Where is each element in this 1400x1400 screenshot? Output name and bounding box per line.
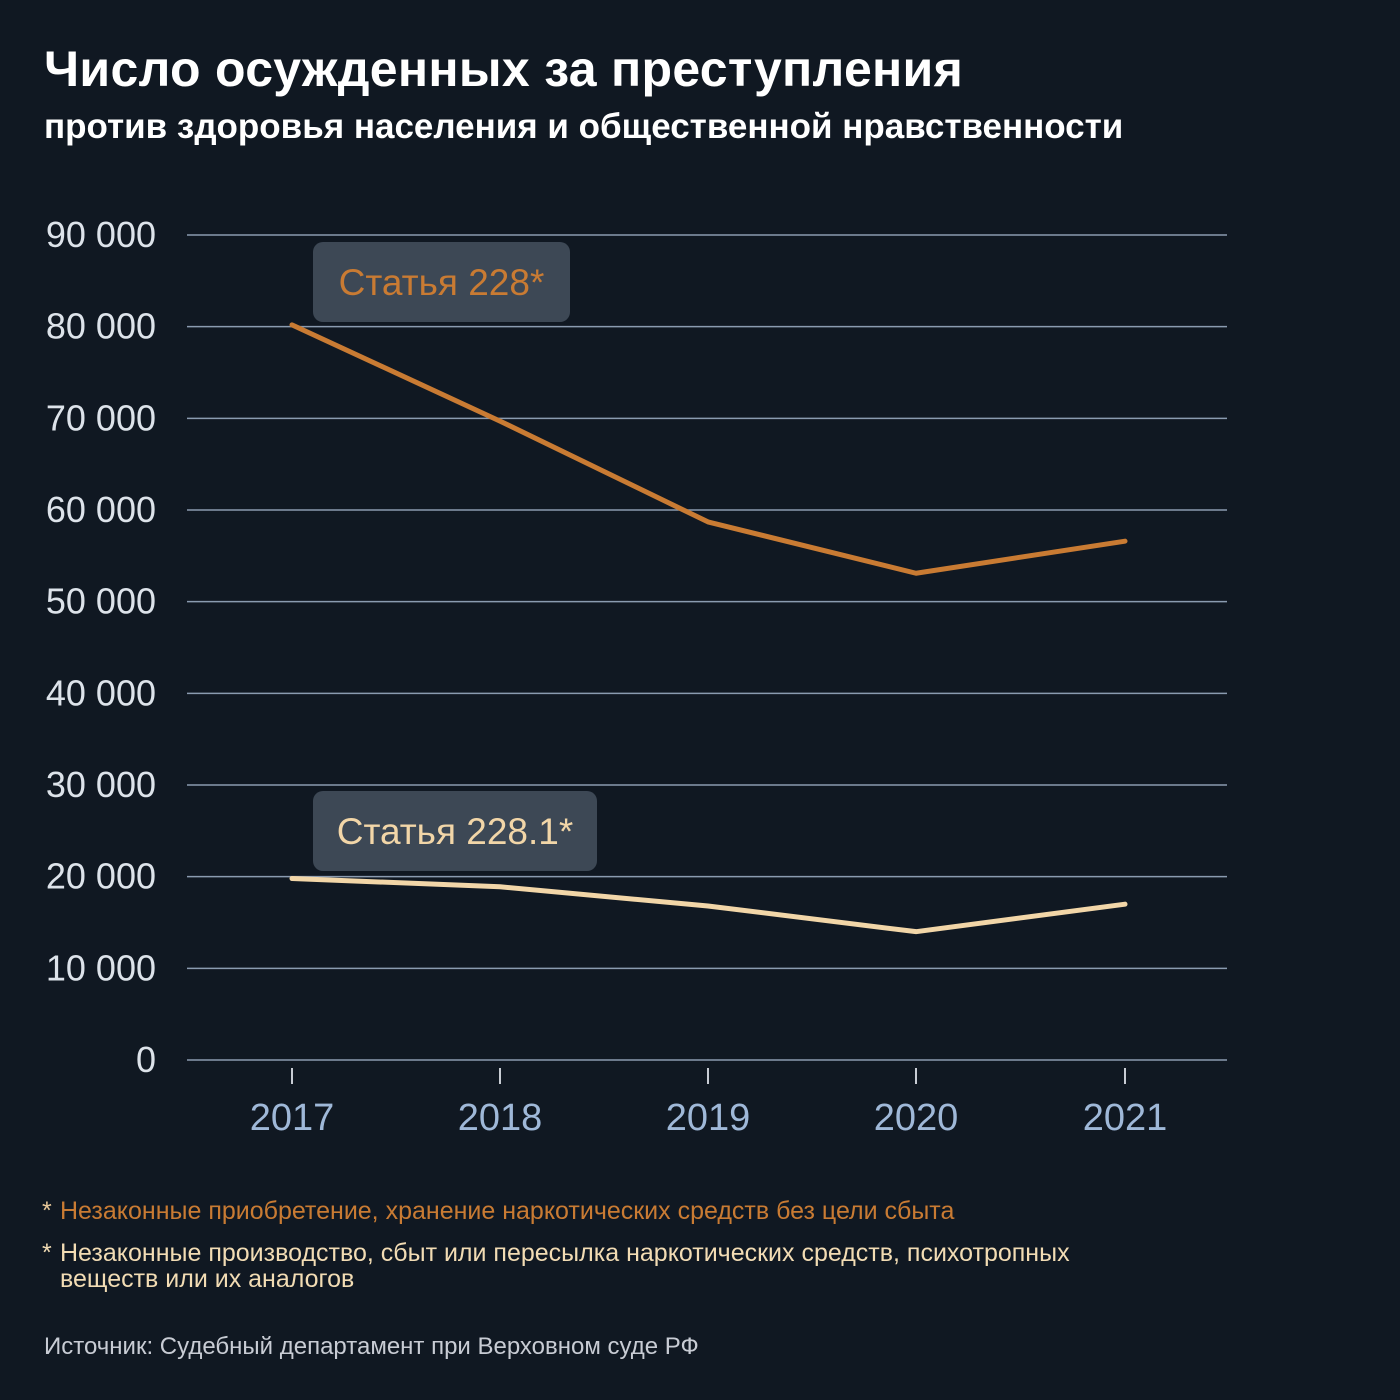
footnote-228-1: * Незаконные производство, сбыт или перес… (42, 1240, 1120, 1292)
source-note: Источник: Судебный департамент при Верхо… (44, 1333, 699, 1360)
y-tick-label: 10 000 (46, 947, 156, 988)
y-tick-label: 40 000 (46, 672, 156, 713)
x-tick-label: 2019 (666, 1097, 751, 1139)
x-tick-label: 2020 (874, 1097, 959, 1139)
footnote-marker: * (42, 1197, 52, 1225)
x-tick-label: 2018 (458, 1097, 543, 1139)
x-tick-label: 2017 (250, 1097, 335, 1139)
series-label-box (313, 791, 597, 871)
x-tick-label: 2021 (1083, 1097, 1168, 1139)
y-tick-label: 0 (136, 1039, 156, 1080)
series-label-box (313, 242, 570, 322)
y-tick-label: 30 000 (46, 764, 156, 805)
y-tick-label: 20 000 (46, 856, 156, 897)
series-line-2 (289, 876, 1128, 935)
series-label: Статья 228* (339, 262, 545, 303)
footnote-228: * Незаконные приобретение, хранение нарко… (42, 1198, 1120, 1224)
y-tick-label: 60 000 (46, 489, 156, 530)
y-tick-label: 90 000 (46, 214, 156, 255)
y-tick-label: 80 000 (46, 306, 156, 347)
y-tick-label: 50 000 (46, 581, 156, 622)
chart-title: Число осужденных за преступления (44, 41, 964, 97)
series-line-1 (289, 322, 1128, 576)
footnote-text: Незаконные приобретение, хранение наркот… (60, 1197, 955, 1225)
series-label: Статья 228.1* (337, 811, 574, 852)
y-tick-label: 70 000 (46, 397, 156, 438)
footnote-marker: * (42, 1239, 52, 1267)
line-chart: 0 10 000 20 000 30 000 40 000 50 000 60 000 70 … (46, 214, 1227, 1139)
chart-subtitle: против здоровья населения и общественной… (44, 107, 1124, 146)
footnote-text: Незаконные производство, сбыт или пересы… (60, 1239, 1070, 1293)
